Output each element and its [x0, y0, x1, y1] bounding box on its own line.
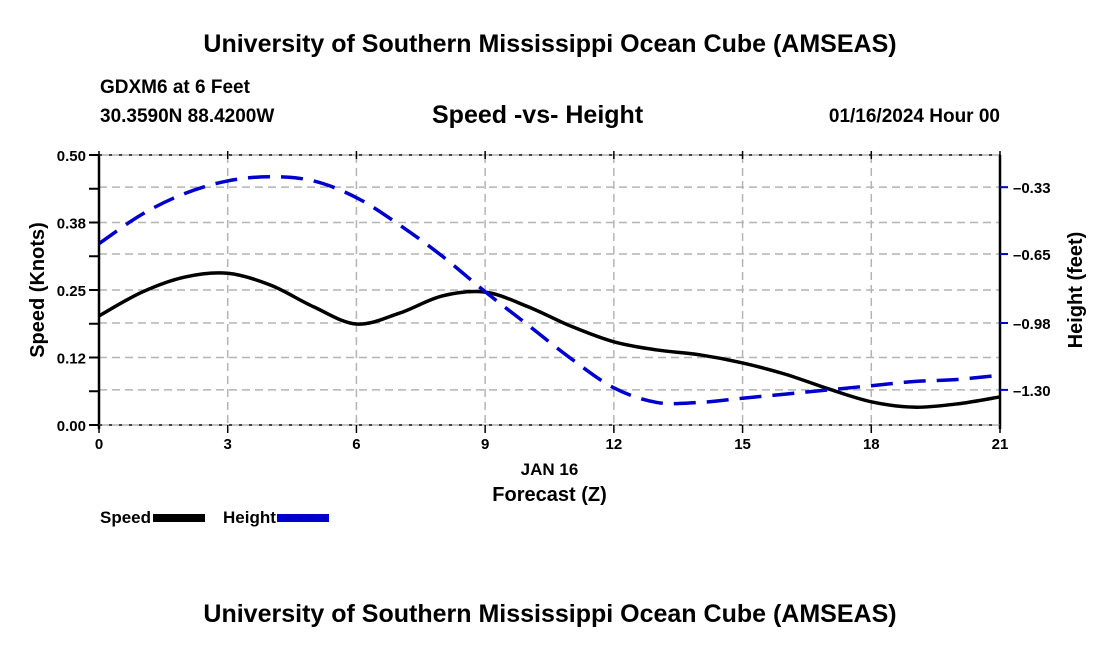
- x-tick-label: 18: [863, 436, 880, 453]
- chart-subtitle: Speed -vs- Height: [432, 101, 644, 129]
- x-tick-label: 12: [606, 436, 623, 453]
- x-tick-label: 9: [481, 436, 489, 453]
- series-line-speed: [98, 271, 1001, 409]
- y2-axis-title: Height (feet): [1065, 232, 1087, 349]
- y2-tick-label: –0.33: [1013, 180, 1051, 197]
- legend: Speed Height: [100, 508, 329, 528]
- x-axis-sublabel: JAN 16: [521, 460, 579, 479]
- station-label: GDXM6 at 6 Feet: [100, 77, 250, 98]
- x-axis-title: Forecast (Z): [492, 484, 606, 506]
- y2-tick-label: –0.98: [1013, 316, 1051, 333]
- datetime-label: 01/16/2024 Hour 00: [828, 106, 1000, 127]
- legend-height-swatch: [276, 514, 329, 522]
- x-tick-label: 0: [95, 436, 103, 453]
- x-tick-label: 6: [352, 436, 360, 453]
- legend-speed-swatch: [153, 514, 206, 522]
- axes-layer: [89, 151, 1008, 433]
- y2-tick-label: –0.65: [1013, 247, 1051, 264]
- legend-speed-label: Speed: [100, 508, 152, 527]
- x-tick-label: 3: [224, 436, 232, 453]
- x-tick-label: 15: [734, 436, 751, 453]
- y-tick-label: 0.25: [57, 283, 86, 300]
- legend-height-label: Height: [223, 508, 276, 527]
- y2-tick-label: –1.30: [1013, 383, 1051, 400]
- series-line-height: [98, 174, 1001, 406]
- grid-lines: [99, 155, 1000, 425]
- coordinates-label: 30.3590N 88.4200W: [100, 106, 275, 127]
- y-tick-label: 0.00: [57, 418, 86, 435]
- chart-main-title: University of Southern Mississippi Ocean…: [203, 30, 897, 58]
- series-layer: [98, 174, 1001, 409]
- y-tick-label: 0.38: [57, 216, 86, 233]
- y-tick-label: 0.12: [57, 351, 86, 368]
- footer-title: University of Southern Mississippi Ocean…: [203, 600, 897, 628]
- labels-layer: 0.00 0.12 0.25 0.38 0.50 –0.33 –0.65 –0.98 –1.30…: [27, 148, 1087, 506]
- y-axis-title: Speed (Knots): [27, 222, 49, 358]
- y-tick-label: 0.50: [57, 148, 86, 165]
- x-tick-label: 21: [992, 436, 1009, 453]
